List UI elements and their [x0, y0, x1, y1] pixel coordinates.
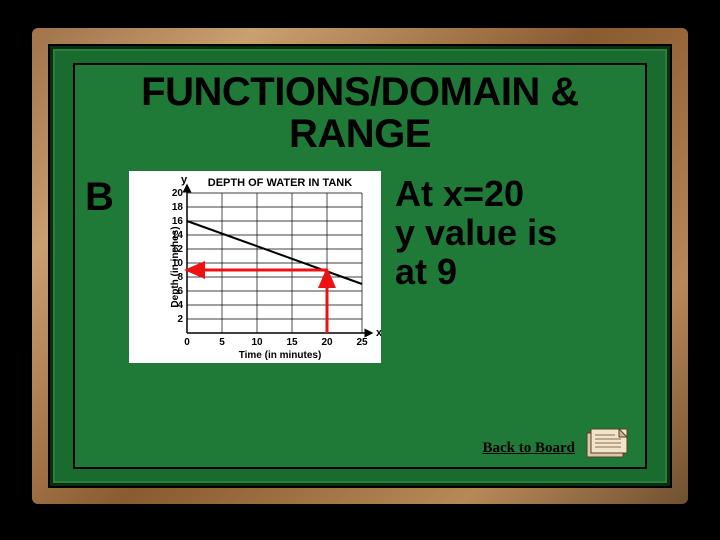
answer-line-3: at 9: [395, 253, 635, 292]
answer-line-1: At x=20: [395, 175, 635, 214]
chalkboard: FUNCTIONS/DOMAIN & RANGE B At x=20 y val…: [73, 63, 647, 469]
svg-text:x: x: [376, 327, 381, 339]
svg-text:0: 0: [184, 337, 190, 348]
svg-text:18: 18: [172, 202, 184, 213]
back-to-board-link[interactable]: Back to Board: [482, 440, 575, 457]
graph-svg: xy05101520252468101214161820: [129, 171, 381, 363]
svg-text:2: 2: [177, 314, 183, 325]
page-turn-icon[interactable]: [583, 425, 631, 461]
answer-line-2: y value is: [395, 214, 635, 253]
svg-text:25: 25: [356, 337, 368, 348]
depth-graph: DEPTH OF WATER IN TANK Depth (in inches)…: [129, 171, 381, 363]
graph-title: DEPTH OF WATER IN TANK: [189, 177, 371, 189]
svg-text:16: 16: [172, 216, 184, 227]
answer-text: At x=20 y value is at 9: [395, 175, 635, 292]
graph-y-axis-label: Depth (in inches): [170, 226, 181, 307]
svg-text:10: 10: [251, 337, 263, 348]
choice-letter: B: [85, 175, 114, 220]
svg-text:y: y: [181, 174, 188, 186]
graph-x-axis-label: Time (in minutes): [189, 350, 371, 361]
svg-text:20: 20: [321, 337, 333, 348]
svg-text:15: 15: [286, 337, 298, 348]
slide-title: FUNCTIONS/DOMAIN & RANGE: [75, 71, 645, 155]
svg-text:20: 20: [172, 188, 184, 199]
svg-text:5: 5: [219, 337, 225, 348]
